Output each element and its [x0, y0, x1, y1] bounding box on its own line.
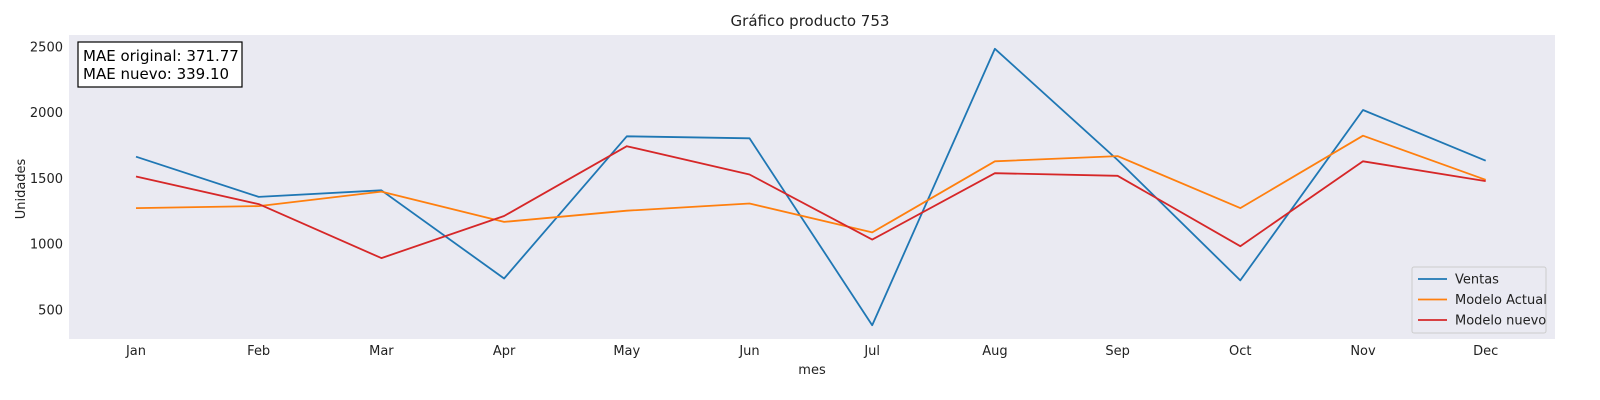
y-tick-label: 2000 [30, 106, 63, 121]
series-line-modelo-actual [135, 134, 1487, 234]
legend-label: Ventas [1455, 273, 1499, 288]
annotation-line-original: MAE original: 371.77 [83, 47, 239, 65]
annotation-line-nuevo: MAE nuevo: 339.10 [83, 65, 229, 83]
series-layer [135, 47, 1487, 327]
y-tick-label: 1500 [30, 172, 63, 187]
x-tick-label: Oct [1229, 344, 1251, 359]
x-axis-label: mes [798, 363, 826, 378]
x-tick-label: Jun [738, 344, 759, 359]
y-axis: 500 1000 1500 2000 2500 [30, 40, 63, 318]
series-line-ventas [135, 47, 1487, 327]
x-tick-label: Feb [247, 344, 270, 359]
x-tick-label: Jan [125, 344, 146, 359]
y-tick-label: 500 [38, 304, 63, 319]
x-tick-label: Nov [1350, 344, 1376, 359]
y-axis-label: Unidades [14, 158, 29, 219]
x-tick-label: May [613, 344, 640, 359]
x-tick-label: Apr [493, 344, 516, 359]
x-axis: Jan Feb Mar Apr May Jun Jul Aug Sep Oct Nov Dec [125, 344, 1498, 359]
plot-area [69, 35, 1555, 339]
series-line-modelo-nuevo [135, 145, 1486, 260]
x-tick-label: Jul [863, 344, 880, 359]
x-tick-label: Sep [1105, 344, 1130, 359]
y-tick-label: 1000 [30, 238, 63, 253]
x-tick-label: Aug [982, 344, 1007, 359]
y-tick-label: 2500 [30, 40, 63, 55]
legend-label: Modelo nuevo [1455, 314, 1546, 329]
x-tick-label: Mar [369, 344, 394, 359]
legend-frame [1411, 266, 1547, 334]
mae-annotation-box: MAE original: 371.77 MAE nuevo: 339.10 [77, 41, 243, 88]
chart-title: Gráfico producto 753 [731, 12, 890, 30]
x-tick-label: Dec [1473, 344, 1498, 359]
annotation-frame [77, 41, 243, 88]
legend: Ventas Modelo Actual Modelo nuevo [1411, 266, 1547, 334]
legend-label: Modelo Actual [1455, 293, 1547, 308]
